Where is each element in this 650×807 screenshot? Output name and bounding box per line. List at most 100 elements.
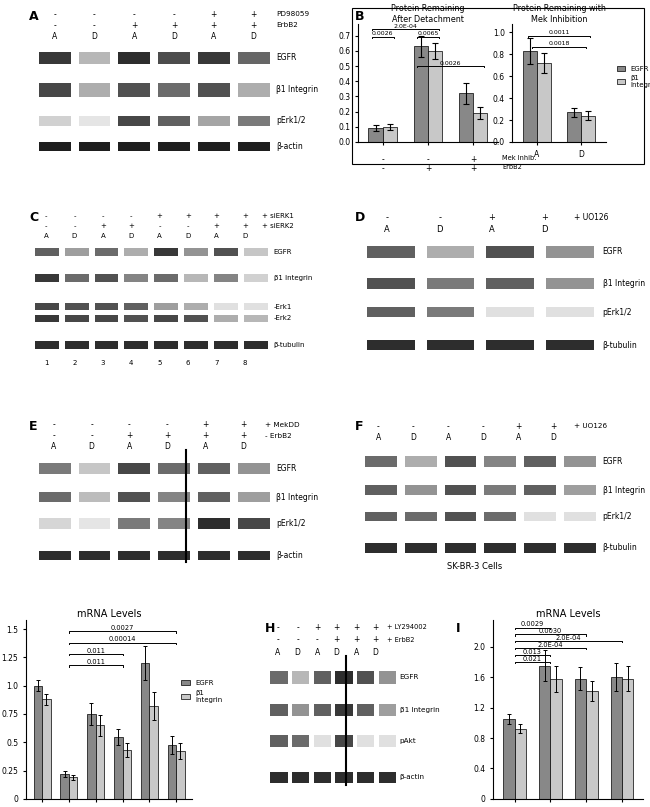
Bar bbox=[486, 307, 534, 317]
Bar bbox=[79, 492, 110, 503]
Bar bbox=[524, 543, 556, 553]
Bar bbox=[79, 142, 110, 152]
Bar bbox=[426, 340, 474, 350]
Text: +: + bbox=[242, 223, 248, 228]
Bar bbox=[357, 772, 374, 783]
Text: -Erk2: -Erk2 bbox=[274, 315, 292, 321]
Text: +: + bbox=[240, 431, 246, 440]
Bar bbox=[87, 714, 96, 799]
Bar bbox=[244, 303, 268, 310]
Text: D: D bbox=[355, 211, 365, 224]
Bar bbox=[459, 94, 473, 142]
Text: +: + bbox=[541, 213, 548, 222]
Bar bbox=[238, 492, 270, 503]
Bar bbox=[314, 734, 331, 746]
Text: EGFR: EGFR bbox=[276, 53, 297, 62]
Text: A: A bbox=[29, 10, 38, 23]
Text: -: - bbox=[73, 213, 75, 219]
Bar bbox=[445, 512, 476, 521]
Bar bbox=[357, 671, 374, 684]
Bar bbox=[184, 248, 208, 256]
Text: 1: 1 bbox=[44, 360, 48, 366]
Bar bbox=[365, 543, 396, 553]
Bar bbox=[198, 550, 230, 560]
Bar bbox=[405, 543, 437, 553]
Bar bbox=[94, 315, 118, 322]
Bar bbox=[314, 705, 331, 717]
Bar bbox=[405, 485, 437, 495]
Bar bbox=[445, 485, 476, 495]
Bar bbox=[124, 248, 148, 256]
Text: -: - bbox=[316, 635, 318, 644]
Text: D: D bbox=[410, 433, 417, 441]
Text: 0.0026: 0.0026 bbox=[440, 61, 461, 65]
Bar bbox=[244, 341, 268, 349]
Text: -: - bbox=[53, 10, 56, 19]
Text: D: D bbox=[551, 433, 556, 441]
Bar bbox=[564, 456, 596, 466]
Text: -: - bbox=[385, 213, 389, 222]
Text: β-actin: β-actin bbox=[276, 551, 304, 560]
Bar bbox=[39, 462, 71, 475]
Bar bbox=[270, 772, 288, 783]
Bar bbox=[79, 462, 110, 475]
Bar bbox=[551, 679, 562, 799]
Text: +: + bbox=[353, 635, 359, 644]
Text: D: D bbox=[185, 232, 190, 239]
Bar bbox=[484, 456, 516, 466]
Title: mRNA Levels: mRNA Levels bbox=[77, 609, 142, 619]
Text: D: D bbox=[240, 442, 246, 451]
Bar bbox=[357, 734, 374, 746]
Bar bbox=[365, 456, 396, 466]
Text: +: + bbox=[240, 420, 246, 429]
Bar bbox=[198, 52, 230, 64]
Text: -: - bbox=[377, 422, 380, 431]
Bar bbox=[405, 456, 437, 466]
Bar bbox=[118, 518, 150, 529]
Bar bbox=[367, 278, 415, 290]
Text: +: + bbox=[470, 155, 476, 164]
Bar bbox=[184, 315, 208, 322]
Bar bbox=[524, 485, 556, 495]
Bar bbox=[238, 115, 270, 126]
Bar bbox=[79, 518, 110, 529]
Bar bbox=[39, 492, 71, 503]
Bar bbox=[39, 115, 71, 126]
Text: + UO126: + UO126 bbox=[573, 213, 608, 222]
Bar bbox=[357, 705, 374, 717]
Text: +: + bbox=[171, 21, 177, 30]
Text: 7: 7 bbox=[214, 360, 218, 366]
Text: 2.0E-04: 2.0E-04 bbox=[556, 635, 581, 641]
Text: β-tubulin: β-tubulin bbox=[274, 342, 305, 348]
Bar bbox=[378, 705, 396, 717]
Title: Protein Remaining with
Mek Inhibition: Protein Remaining with Mek Inhibition bbox=[513, 4, 605, 23]
Text: +: + bbox=[128, 223, 134, 228]
Bar bbox=[567, 112, 581, 142]
Bar bbox=[426, 246, 474, 258]
Bar bbox=[124, 303, 148, 310]
Text: +: + bbox=[202, 420, 208, 429]
Text: -: - bbox=[382, 165, 384, 174]
Bar bbox=[238, 550, 270, 560]
Text: A: A bbox=[52, 31, 57, 40]
Bar bbox=[515, 729, 526, 799]
Bar bbox=[184, 274, 208, 282]
Text: E: E bbox=[29, 420, 38, 433]
Bar bbox=[486, 278, 534, 290]
Bar bbox=[118, 82, 150, 97]
Text: -: - bbox=[53, 21, 56, 30]
Text: β1 Integrin: β1 Integrin bbox=[276, 86, 318, 94]
Text: A: A bbox=[211, 31, 216, 40]
Bar bbox=[154, 315, 178, 322]
Text: 0.0018: 0.0018 bbox=[549, 41, 569, 46]
Text: -: - bbox=[90, 431, 93, 440]
Text: A: A bbox=[127, 442, 132, 451]
Text: β1 Integrin: β1 Integrin bbox=[276, 493, 318, 502]
Text: -: - bbox=[412, 422, 415, 431]
Bar bbox=[546, 278, 594, 290]
Text: -: - bbox=[159, 223, 161, 228]
Text: + ErbB2: + ErbB2 bbox=[387, 637, 415, 642]
Bar bbox=[367, 246, 415, 258]
Bar bbox=[575, 679, 586, 799]
Text: EGFR: EGFR bbox=[603, 457, 623, 466]
